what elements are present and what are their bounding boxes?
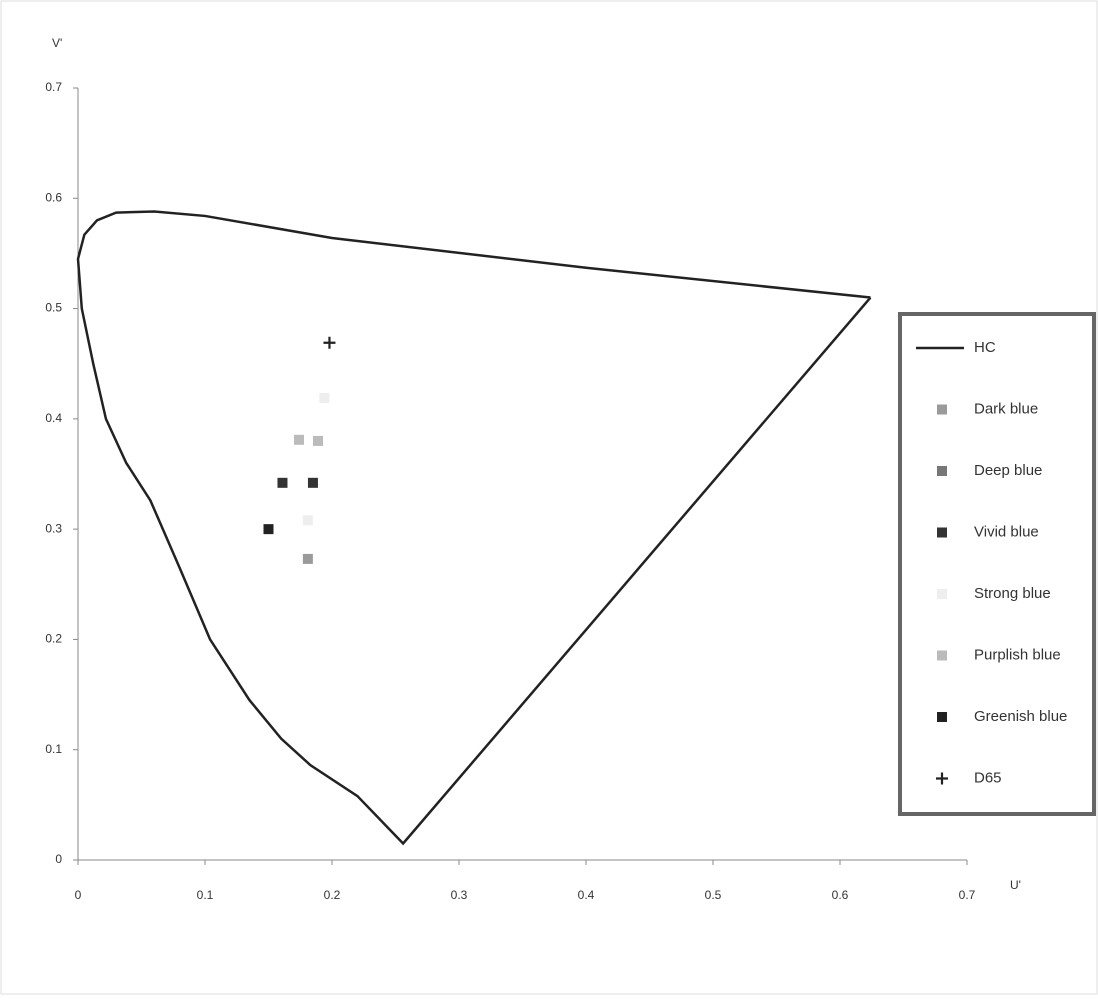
x-tick-label: 0.2 bbox=[324, 888, 341, 902]
x-tick-label: 0.7 bbox=[959, 888, 976, 902]
legend-label: Dark blue bbox=[974, 400, 1038, 417]
legend-swatch bbox=[937, 466, 947, 476]
legend-label: Deep blue bbox=[974, 462, 1042, 479]
x-tick-label: 0.1 bbox=[197, 888, 214, 902]
x-tick-label: 0.3 bbox=[451, 888, 468, 902]
legend-label: Vivid blue bbox=[974, 523, 1039, 540]
locus-line bbox=[76, 210, 872, 846]
point bbox=[319, 392, 330, 403]
y-tick-label: 0.7 bbox=[45, 80, 62, 94]
y-axis-label: V' bbox=[52, 36, 62, 50]
y-tick-label: 0.1 bbox=[45, 742, 62, 756]
white-point bbox=[323, 336, 336, 349]
legend-label: HC bbox=[974, 339, 996, 356]
legend-label: D65 bbox=[974, 769, 1002, 786]
point bbox=[313, 435, 324, 446]
legend-swatch bbox=[937, 712, 947, 722]
x-tick-label: 0.6 bbox=[832, 888, 849, 902]
legend-label: Strong blue bbox=[974, 585, 1051, 602]
y-tick-label: 0.3 bbox=[45, 521, 62, 535]
point bbox=[307, 477, 318, 488]
x-axis-label: U' bbox=[1010, 878, 1021, 892]
y-tick-label: 0 bbox=[55, 852, 62, 866]
x-tick-label: 0 bbox=[75, 888, 82, 902]
y-tick-label: 0.2 bbox=[45, 632, 62, 646]
legend-swatch bbox=[936, 772, 948, 785]
x-tick-label: 0.4 bbox=[578, 888, 595, 902]
legend-swatch bbox=[937, 404, 947, 415]
legend-box bbox=[898, 312, 1096, 816]
point bbox=[302, 515, 313, 526]
legend-swatch bbox=[937, 650, 947, 661]
y-tick-label: 0.6 bbox=[45, 190, 62, 204]
point bbox=[263, 524, 274, 535]
point bbox=[302, 553, 313, 564]
legend-swatch bbox=[937, 589, 947, 599]
y-tick-label: 0.4 bbox=[45, 411, 62, 425]
legend-label: Purplish blue bbox=[974, 646, 1061, 663]
point bbox=[277, 477, 288, 488]
legend-label: Greenish blue bbox=[974, 708, 1067, 725]
y-tick-label: 0.5 bbox=[45, 301, 62, 315]
legend-swatch bbox=[937, 527, 947, 538]
x-tick-label: 0.5 bbox=[705, 888, 722, 902]
point bbox=[293, 434, 304, 445]
